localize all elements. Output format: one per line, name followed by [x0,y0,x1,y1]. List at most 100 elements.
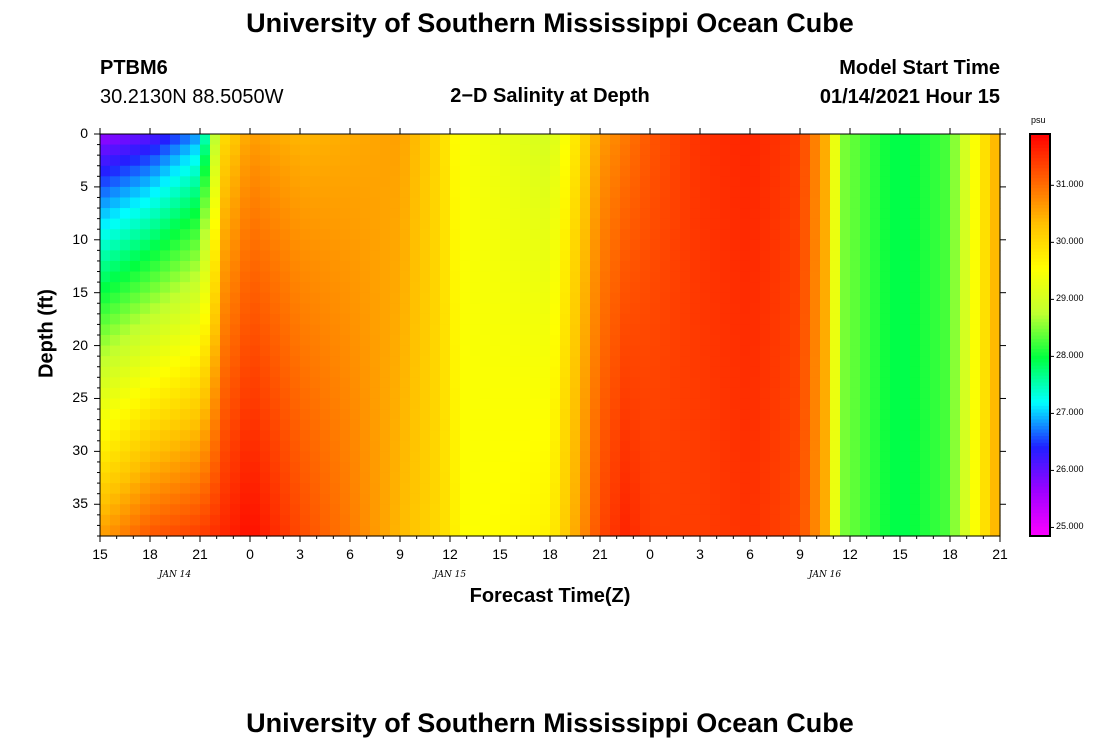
heatmap-cell [510,409,521,421]
heatmap-cell [930,313,941,326]
heatmap-cell [330,440,341,452]
heatmap-cell [190,493,201,505]
heatmap-cell [790,292,801,304]
heatmap-cell [910,186,921,199]
colorbar-tick-label: 30.000 [1056,236,1084,247]
heatmap-cell [360,165,371,177]
heatmap-cell [960,483,971,495]
heatmap-cell [500,282,511,294]
heatmap-cell [820,218,831,230]
heatmap-cell [520,260,531,273]
heatmap-cell [200,186,211,199]
heatmap-cell [650,483,661,495]
colorbar-segment [1030,291,1050,296]
heatmap-cell [510,514,521,527]
heatmap-cell [320,292,331,304]
heatmap-cell [340,440,351,452]
heatmap-cell [400,313,411,326]
heatmap-cell [860,366,871,378]
heatmap-cell [490,409,501,421]
heatmap-cell [500,260,511,273]
heatmap-cell [550,461,561,474]
heatmap-cell [270,260,281,273]
heatmap-cell [140,335,151,347]
heatmap-cell [640,292,651,304]
heatmap-cell [640,165,651,177]
heatmap-cell [140,186,151,199]
heatmap-cell [640,483,651,495]
heatmap-cell [560,483,571,495]
colorbar-segment [1030,462,1050,467]
heatmap-cell [790,144,801,156]
heatmap-cell [850,303,861,315]
heatmap-cell [930,493,941,505]
heatmap-cell [500,451,511,463]
heatmap-cell [370,366,381,378]
heatmap-cell [220,155,231,167]
heatmap-cell [860,155,871,167]
heatmap-cell [690,292,701,304]
heatmap-cell [190,398,201,410]
heatmap-cell [630,208,641,220]
heatmap-cell [350,377,361,389]
heatmap-cell [520,250,531,262]
heatmap-cell [480,504,491,516]
heatmap-cell [590,483,601,495]
heatmap-cell [730,504,741,516]
heatmap-cell [330,335,341,347]
heatmap-cell [410,197,421,209]
heatmap-cell [880,430,891,442]
heatmap-cell [910,134,921,146]
heatmap-cell [950,144,961,156]
heatmap-cell [520,313,531,326]
heatmap-cell [180,335,191,347]
heatmap-cell [510,282,521,294]
heatmap-cell [680,430,691,442]
heatmap-cell [750,250,761,262]
heatmap-cell [700,430,711,442]
heatmap-cell [960,472,971,484]
heatmap-cell [680,186,691,199]
heatmap-cell [620,430,631,442]
heatmap-cell [350,282,361,294]
heatmap-cell [940,155,951,167]
heatmap-cell [980,197,991,209]
heatmap-cell [240,134,251,146]
colorbar-segment [1030,395,1050,400]
heatmap-cell [940,461,951,474]
heatmap-cell [820,260,831,273]
heatmap-cell [500,472,511,484]
heatmap-cell [720,493,731,505]
heatmap-cell [420,282,431,294]
heatmap-cell [790,229,801,241]
heatmap-cell [610,525,621,537]
heatmap-cell [190,409,201,421]
heatmap-cell [570,324,581,336]
heatmap-cell [940,483,951,495]
heatmap-cell [710,483,721,495]
heatmap-cell [730,451,741,463]
heatmap-cell [230,335,241,347]
heatmap-cell [790,271,801,283]
heatmap-cell [600,409,611,421]
heatmap-cell [650,525,661,537]
heatmap-cell [180,250,191,262]
heatmap-cell [560,218,571,230]
heatmap-cell [660,345,671,357]
heatmap-cell [660,186,671,199]
heatmap-cell [920,282,931,294]
heatmap-cell [280,525,291,537]
heatmap-cell [390,387,401,400]
heatmap-cell [330,461,341,474]
heatmap-cell [770,335,781,347]
heatmap-cell [110,493,121,505]
heatmap-cell [350,525,361,537]
heatmap-cell [180,165,191,177]
x-tick-label: 18 [542,546,558,562]
heatmap-cell [730,387,741,400]
heatmap-cell [780,176,791,188]
heatmap-cell [620,197,631,209]
heatmap-cell [790,398,801,410]
heatmap-cell [840,493,851,505]
heatmap-cell [210,387,221,400]
